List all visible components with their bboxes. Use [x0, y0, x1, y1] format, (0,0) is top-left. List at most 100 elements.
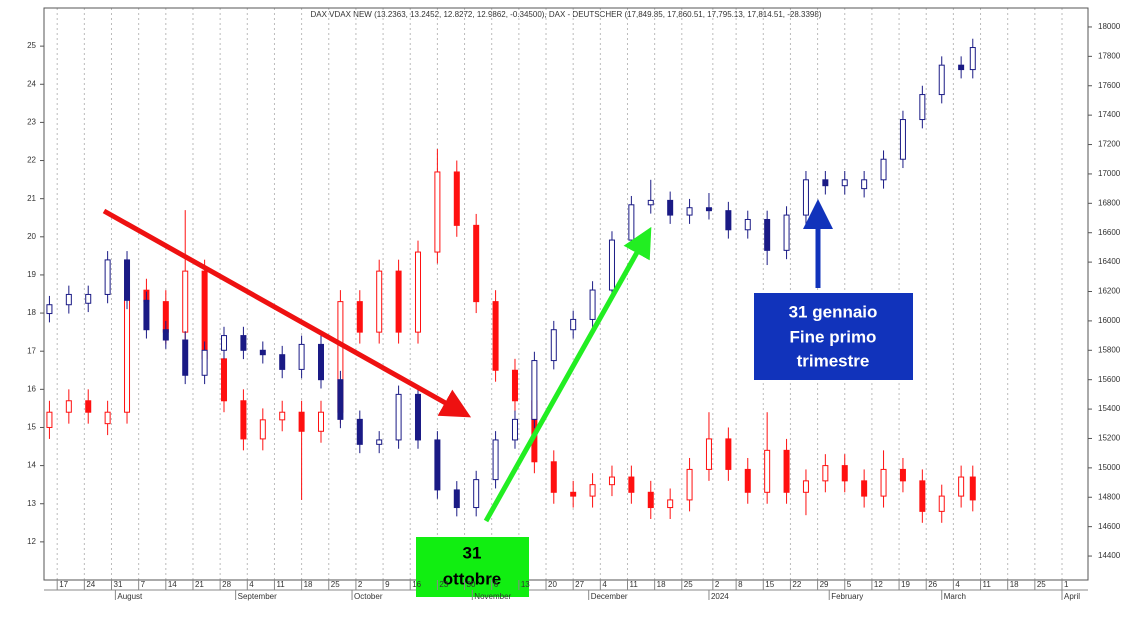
- candle-body: [628, 476, 635, 493]
- x-tick-label: 28: [222, 580, 231, 589]
- grid: [56, 8, 1063, 580]
- y-tick-label: 23: [27, 118, 36, 127]
- y-tick-label: 24: [27, 79, 36, 88]
- x-tick-label: 11: [983, 580, 992, 589]
- x-tick-label: 11: [276, 580, 285, 589]
- candle-body: [969, 47, 976, 71]
- candle-body: [958, 476, 965, 497]
- candle-body: [861, 480, 868, 497]
- candle-body: [85, 400, 92, 413]
- candle-body: [744, 218, 751, 231]
- candle-body: [725, 438, 732, 470]
- annotation-text: Fine primo: [790, 327, 877, 346]
- x-tick-label: 18: [304, 580, 313, 589]
- candle-body: [395, 393, 402, 441]
- candle-body: [531, 360, 538, 420]
- y-tick-label: 15: [27, 423, 36, 432]
- month-label: 2024: [711, 592, 729, 601]
- y2-tick-label: 15200: [1098, 434, 1121, 443]
- trend-arrow: [102, 208, 472, 418]
- plot: [46, 38, 976, 523]
- candle-body: [85, 293, 92, 304]
- candle-body: [511, 369, 518, 402]
- trend-arrow: [483, 226, 652, 523]
- candle-body: [705, 438, 712, 470]
- x-tick-label: 2: [358, 580, 363, 589]
- x-tick-label: 1: [1064, 580, 1069, 589]
- x-tick-label: 18: [1010, 580, 1019, 589]
- candle-body: [822, 179, 829, 187]
- y-tick-label: 13: [27, 499, 36, 508]
- x-tick-label: 4: [249, 580, 254, 589]
- candle-body: [259, 349, 266, 356]
- candle-body: [841, 179, 848, 187]
- candle-body: [65, 293, 72, 306]
- candle-body: [608, 476, 615, 486]
- candle-body: [608, 239, 615, 291]
- x-tick-label: 31: [114, 580, 123, 589]
- annotation-text: 31 gennaio: [789, 302, 878, 321]
- candle-body: [958, 64, 965, 71]
- month-label: December: [591, 592, 628, 601]
- candle-body: [473, 224, 480, 303]
- y2-tick-label: 17800: [1098, 51, 1121, 60]
- x-tick-label: 8: [738, 580, 743, 589]
- candle-body: [841, 465, 848, 482]
- y2-tick-label: 17000: [1098, 169, 1121, 178]
- candle-body: [667, 199, 674, 216]
- candle-body: [337, 379, 344, 420]
- x-tick-label: 7: [141, 580, 146, 589]
- candle-body: [414, 393, 421, 441]
- y2-tick-label: 16800: [1098, 198, 1121, 207]
- y2-tick-label: 15600: [1098, 375, 1121, 384]
- annotation-box: [416, 537, 529, 597]
- candle-body: [318, 411, 325, 432]
- candle-body: [492, 439, 499, 481]
- candle-body: [919, 480, 926, 512]
- candle-body: [802, 179, 809, 216]
- candle-body: [589, 484, 596, 497]
- candle-body: [899, 119, 906, 160]
- candle-body: [764, 449, 771, 493]
- x-tick-label: 21: [195, 580, 204, 589]
- candle-body: [376, 439, 383, 445]
- x-tick-label: 6: [494, 580, 499, 589]
- y2-tick-label: 16000: [1098, 316, 1121, 325]
- x-tick-label: 24: [86, 580, 95, 589]
- x-tick-label: 2: [715, 580, 720, 589]
- candle-body: [764, 218, 771, 251]
- y-tick-label: 14: [27, 461, 36, 470]
- y-tick-label: 19: [27, 270, 36, 279]
- x-tick-label: 26: [928, 580, 937, 589]
- candle-body: [318, 343, 325, 381]
- y2-tick-label: 14800: [1098, 492, 1121, 501]
- y-tick-label: 22: [27, 156, 36, 165]
- x-tick-label: 25: [1037, 580, 1046, 589]
- annotation-text: 31: [463, 543, 482, 562]
- x-tick-label: 27: [575, 580, 584, 589]
- candle-body: [453, 489, 460, 509]
- candle-body: [744, 468, 751, 493]
- candle-body: [124, 259, 131, 301]
- candle-body: [46, 411, 53, 428]
- candle-body: [453, 171, 460, 226]
- candle-body: [492, 301, 499, 371]
- month-label: March: [944, 592, 966, 601]
- chart-title: DAX VDAX NEW (13.2363, 13.2452, 12.8272,…: [311, 10, 822, 19]
- y2-tick-label: 15000: [1098, 463, 1121, 472]
- candle-body: [221, 335, 228, 351]
- y2-tick-label: 18000: [1098, 22, 1121, 31]
- candle-body: [182, 270, 189, 333]
- y-tick-label: 16: [27, 384, 36, 393]
- candle-body: [822, 465, 829, 482]
- y2-tick-label: 14400: [1098, 551, 1121, 560]
- y-tick-label: 25: [27, 41, 36, 50]
- candle-body: [861, 179, 868, 190]
- x-tick-label: 18: [657, 580, 666, 589]
- plot-frame: [43, 7, 1089, 581]
- x-tick-label: 20: [548, 580, 557, 589]
- y2-tick-label: 17400: [1098, 110, 1121, 119]
- candle-body: [647, 491, 654, 509]
- x-tick-label: 14: [168, 580, 177, 589]
